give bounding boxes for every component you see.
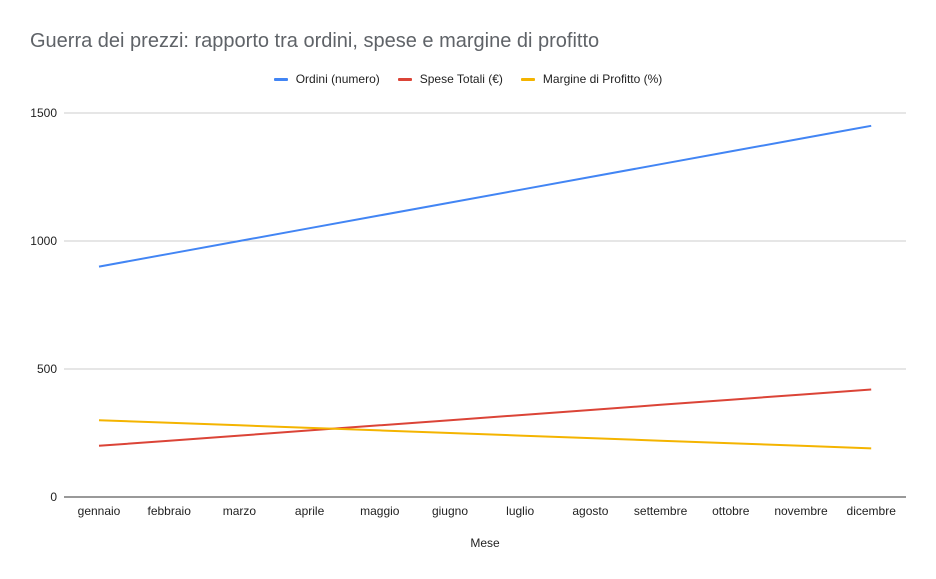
legend-swatch-ordini	[273, 77, 288, 81]
x-tick-label: giugno	[432, 504, 468, 518]
x-axis-title: Mese	[470, 536, 500, 550]
series-line-1[interactable]	[98, 388, 872, 447]
y-tick-label: 1000	[30, 234, 57, 248]
x-tick-label: gennaio	[78, 504, 121, 518]
gridlines	[64, 112, 906, 498]
x-tick-label: ottobre	[712, 504, 750, 518]
legend-label-margine: Margine di Profitto (%)	[542, 72, 663, 86]
legend-item-margine[interactable]: Margine di Profitto (%)	[520, 70, 663, 88]
y-axis-ticks: 0 500 1000 1500	[30, 106, 57, 504]
series-lines	[98, 124, 872, 450]
x-tick-label: luglio	[506, 504, 534, 518]
x-tick-label: marzo	[223, 504, 257, 518]
series-line-0[interactable]	[98, 124, 872, 268]
legend-label-spese: Spese Totali (€)	[419, 72, 503, 86]
x-tick-label: febbraio	[148, 504, 192, 518]
x-tick-label: settembre	[634, 504, 688, 518]
legend: Ordini (numero) Spese Totali (€) Margine…	[0, 70, 936, 88]
series-line-2[interactable]	[98, 419, 872, 450]
y-tick-label: 0	[50, 490, 57, 504]
legend-label-ordini: Ordini (numero)	[295, 72, 380, 86]
y-tick-label: 500	[37, 362, 57, 376]
x-tick-label: dicembre	[847, 504, 897, 518]
legend-item-spese[interactable]: Spese Totali (€)	[397, 70, 503, 88]
x-tick-label: agosto	[572, 504, 608, 518]
x-tick-label: novembre	[774, 504, 828, 518]
legend-swatch-margine	[520, 77, 535, 81]
y-tick-label: 1500	[30, 106, 57, 120]
x-tick-label: aprile	[295, 504, 325, 518]
legend-swatch-spese	[397, 77, 412, 81]
legend-item-ordini[interactable]: Ordini (numero)	[273, 70, 380, 88]
x-axis-ticks: gennaio febbraio marzo aprile maggio giugno lu…	[78, 504, 897, 518]
x-tick-label: maggio	[360, 504, 400, 518]
chart-title: Guerra dei prezzi: rapporto tra ordini, …	[30, 30, 600, 52]
